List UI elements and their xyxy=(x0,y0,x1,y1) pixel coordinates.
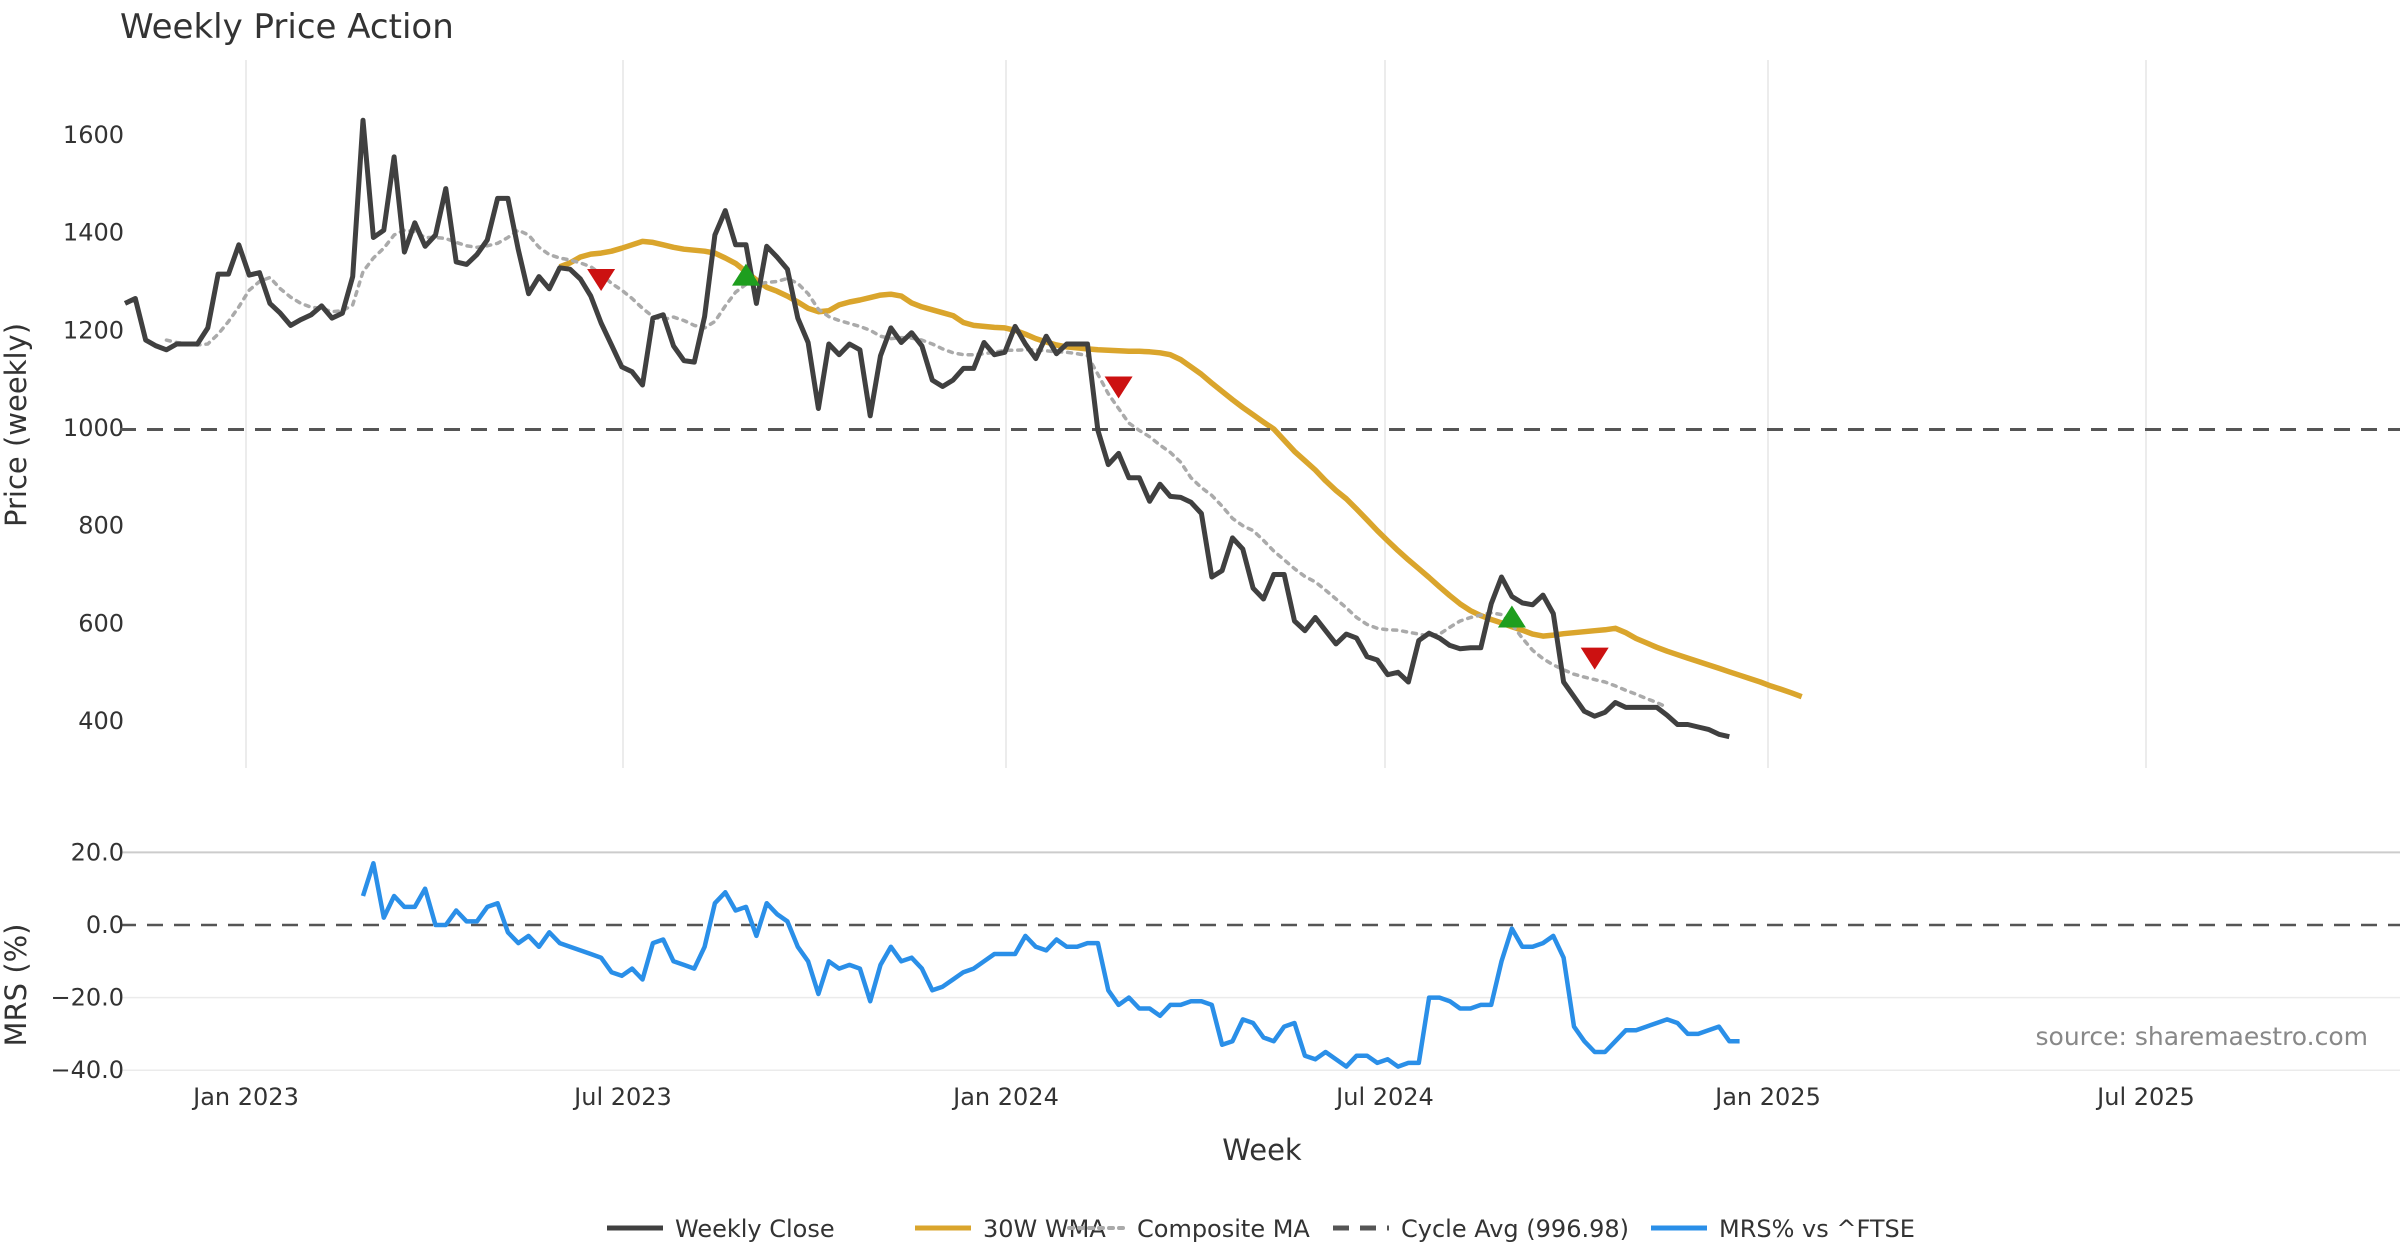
sell-signal-marker-0 xyxy=(587,269,616,292)
price-series-lines xyxy=(120,117,2400,740)
price-y-tick-600: 600 xyxy=(78,609,124,637)
price-y-ticks: 400 600 800 1000 1200 1400 1600 xyxy=(63,121,124,735)
sell-signal-marker-4 xyxy=(1580,647,1609,670)
legend-label: MRS% vs ^FTSE xyxy=(1719,1215,1915,1243)
chart-legend: Weekly Close 30W WMA Composite MA Cycle Avg… xyxy=(607,1215,1915,1243)
x-tick-jan-2025: Jan 2025 xyxy=(1713,1083,1821,1111)
series-30w-wma xyxy=(558,238,1803,700)
legend-item-weekly-close: Weekly Close xyxy=(607,1215,835,1243)
price-y-axis-label: Price (weekly) xyxy=(0,323,33,527)
x-tick-jul-2024: Jul 2024 xyxy=(1334,1083,1434,1111)
x-axis-label: Week xyxy=(1222,1133,1302,1167)
x-tick-jan-2023: Jan 2023 xyxy=(191,1083,299,1111)
legend-item-composite-ma: Composite MA xyxy=(1067,1215,1310,1243)
legend-item-cycle-avg-996-98: Cycle Avg (996.98) xyxy=(1333,1215,1629,1243)
mrs-y-ticks: −40.0 −20.0 0.0 20.0 xyxy=(50,838,124,1084)
series-weekly-close xyxy=(123,117,1730,740)
chart-title: Weekly Price Action xyxy=(120,7,454,47)
price-y-tick-400: 400 xyxy=(78,707,124,735)
x-axis-ticks: Jan 2023 Jul 2023 Jan 2024 Jul 2024 Jan 2025… xyxy=(191,1083,2195,1111)
price-y-tick-800: 800 xyxy=(78,512,124,540)
x-tick-jul-2023: Jul 2023 xyxy=(572,1083,672,1111)
series-mrs-vs-ftse xyxy=(360,861,1740,1069)
buy-signal-marker-3 xyxy=(1497,605,1526,628)
price-y-tick-1600: 1600 xyxy=(63,121,124,149)
legend-label: Cycle Avg (996.98) xyxy=(1401,1215,1629,1243)
price-panel: 400 600 800 1000 1200 1400 1600 Price (weekly) xyxy=(0,60,2400,768)
x-tick-jul-2025: Jul 2025 xyxy=(2095,1083,2195,1111)
legend-item-30w-wma: 30W WMA xyxy=(915,1215,1106,1243)
mrs-panel: −40.0 −20.0 0.0 20.0 MRS (%) source: sharem… xyxy=(0,838,2400,1084)
sell-signal-marker-2 xyxy=(1104,376,1133,399)
legend-item-mrs-vs-ftse: MRS% vs ^FTSE xyxy=(1651,1215,1915,1243)
mrs-y-tick-1: −20.0 xyxy=(50,984,124,1012)
source-note: source: sharemaestro.com xyxy=(2036,1022,2369,1051)
legend-label: 30W WMA xyxy=(983,1215,1106,1243)
x-tick-jan-2024: Jan 2024 xyxy=(951,1083,1059,1111)
mrs-y-tick-3: 20.0 xyxy=(71,838,124,866)
mrs-series-lines xyxy=(360,861,1740,1069)
mrs-y-tick-0: −40.0 xyxy=(50,1056,124,1084)
legend-label: Weekly Close xyxy=(675,1215,835,1243)
price-y-tick-1000: 1000 xyxy=(63,414,124,442)
series-composite-ma xyxy=(164,228,1669,710)
legend-label: Composite MA xyxy=(1137,1215,1310,1243)
mrs-y-tick-2: 0.0 xyxy=(86,911,124,939)
mrs-gridlines xyxy=(120,851,2400,1071)
price-y-tick-1400: 1400 xyxy=(63,219,124,247)
buy-signal-marker-1 xyxy=(732,263,760,286)
price-gridlines xyxy=(245,60,2147,768)
signal-markers xyxy=(587,263,1609,670)
price-y-tick-1200: 1200 xyxy=(63,316,124,344)
mrs-y-axis-label: MRS (%) xyxy=(0,924,33,1047)
